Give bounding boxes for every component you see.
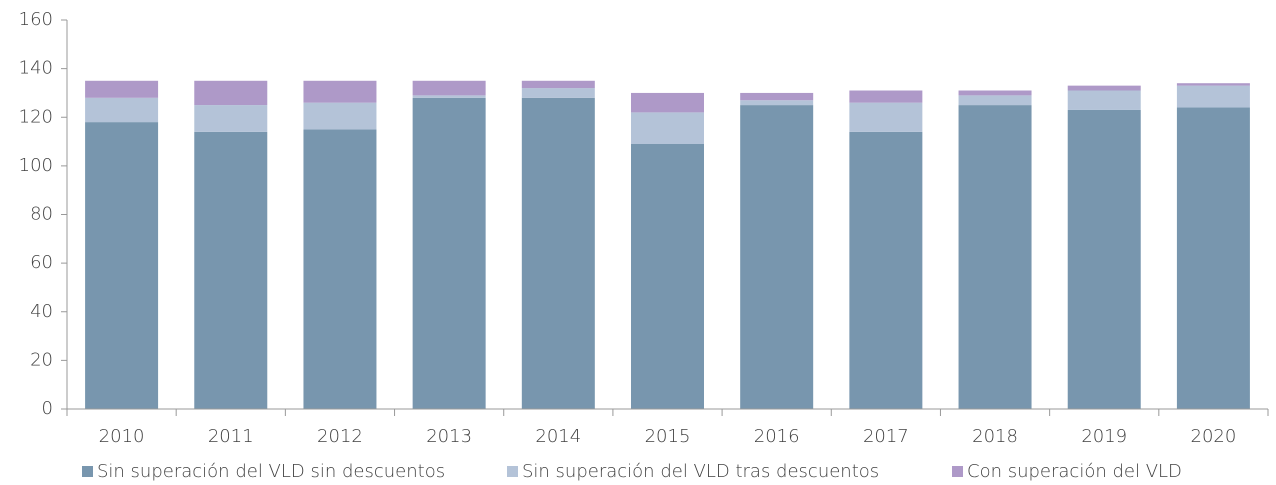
legend-swatch	[507, 466, 518, 477]
y-tick-label: 120	[19, 106, 53, 127]
bar-segment	[958, 105, 1032, 409]
x-tick-label: 2018	[972, 426, 1018, 447]
x-tick-label: 2019	[1081, 426, 1127, 447]
y-tick-label: 80	[30, 204, 53, 225]
legend-swatch	[82, 466, 93, 477]
bar-segment	[740, 105, 814, 409]
x-tick-label: 2016	[754, 426, 800, 447]
bar-segment	[194, 105, 268, 132]
bar-segment	[521, 88, 595, 98]
bar-segment	[85, 122, 159, 410]
bar-segment	[521, 80, 595, 89]
x-tick-label: 2020	[1191, 426, 1237, 447]
legend-label: Sin superación del VLD sin descuentos	[97, 461, 445, 482]
y-tick-label: 20	[30, 349, 53, 370]
bar-segment	[412, 95, 486, 98]
bar-segment	[849, 131, 923, 409]
bar-segment	[849, 102, 923, 132]
bar-segment	[412, 80, 486, 96]
bar-segment	[1176, 107, 1250, 410]
bar-segment	[740, 92, 814, 101]
bar-segment	[85, 97, 159, 123]
bar-segment	[1067, 90, 1141, 110]
bar-segment	[740, 100, 814, 106]
bar-segment	[849, 90, 923, 103]
bar-segment	[631, 143, 704, 409]
y-tick-label: 40	[30, 301, 53, 322]
x-tick-label: 2017	[863, 426, 909, 447]
bar-segment	[1067, 109, 1141, 410]
y-tick-label: 60	[30, 252, 53, 273]
legend-swatch	[952, 466, 963, 477]
bar-segment	[958, 90, 1032, 96]
bar-segment	[412, 97, 486, 410]
bar-segment	[194, 80, 268, 106]
x-tick-label: 2012	[317, 426, 363, 447]
x-tick-label: 2014	[535, 426, 581, 447]
y-tick-label: 140	[19, 58, 53, 79]
y-tick-label: 160	[19, 9, 53, 30]
x-tick-label: 2010	[99, 426, 145, 447]
bar-segment	[1176, 83, 1250, 86]
bar-segment	[958, 95, 1032, 106]
x-tick-label: 2013	[426, 426, 472, 447]
bar-segment	[1067, 85, 1141, 91]
y-tick-label: 100	[19, 155, 53, 176]
bar-segment	[521, 97, 595, 410]
bar-segment	[631, 112, 704, 144]
legend-label: Con superación del VLD	[967, 461, 1182, 482]
bar-segment	[194, 131, 268, 409]
bar-segment	[631, 92, 704, 113]
bar-segment	[303, 80, 377, 103]
y-tick-label: 0	[42, 398, 53, 419]
x-tick-label: 2011	[208, 426, 254, 447]
bar-segment	[85, 80, 159, 98]
bar-segment	[1176, 85, 1250, 108]
bar-segment	[303, 102, 377, 130]
legend-label: Sin superación del VLD tras descuentos	[522, 461, 879, 482]
x-tick-label: 2015	[645, 426, 691, 447]
bar-segment	[303, 129, 377, 409]
